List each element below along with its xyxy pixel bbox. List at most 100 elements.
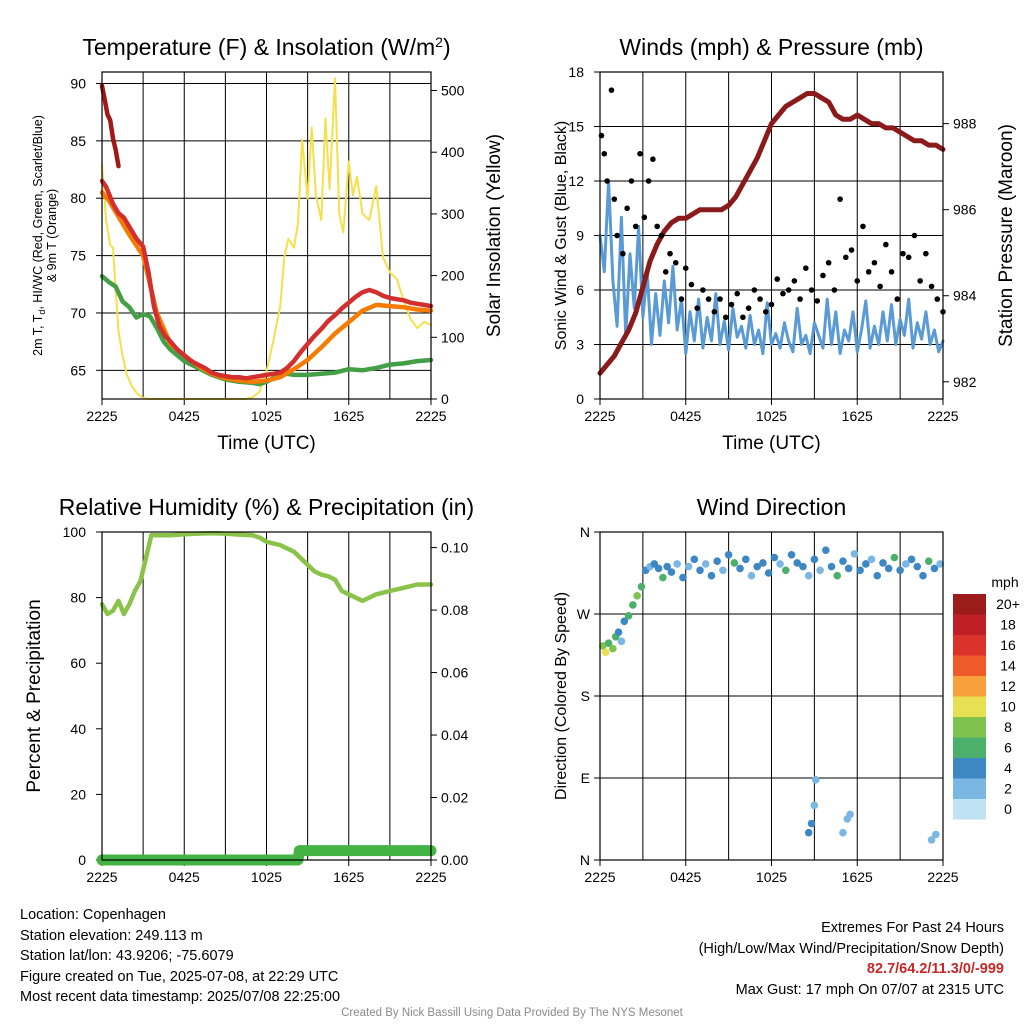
gust-point [894, 296, 901, 302]
series-station-pressure [597, 91, 946, 376]
y-tick-label-right: 0.10 [441, 540, 468, 556]
y-axis-label: 2m T, Td, HI/WC (Red, Green, Scarlet/Blu… [31, 115, 47, 356]
y-axis-label-right: Solar Insolation (Yellow) [484, 134, 505, 337]
y-tick-label: 60 [70, 655, 86, 671]
direction-point [930, 564, 939, 573]
direction-point [707, 571, 716, 580]
y-tick-label: E [581, 770, 590, 786]
direction-point [696, 566, 704, 575]
direction-point [804, 571, 813, 580]
y-tick-label: 80 [70, 590, 86, 606]
direction-point [730, 559, 739, 567]
direction-point [839, 828, 847, 837]
direction-point [913, 562, 922, 571]
y-tick-label: 0 [576, 391, 584, 407]
y-axis-label: Sonic Wind & Gust (Blue, Black) [553, 121, 570, 350]
gust-point [854, 278, 861, 284]
legend-swatch [953, 635, 986, 656]
gust-point [650, 156, 656, 162]
y-tick-label: 20 [70, 786, 86, 802]
gust-point [667, 250, 673, 257]
direction-point [896, 566, 904, 575]
extremes-info: Extremes For Past 24 Hours (High/Low/Max… [699, 918, 1004, 1000]
plot-border [101, 531, 432, 861]
direction-point [736, 564, 744, 573]
y-tick-label: 6 [576, 282, 584, 298]
direction-point [884, 564, 893, 573]
y-tick-label-right: 500 [441, 83, 465, 99]
panel-title: Temperature (F) & Insolation (W/m2) [82, 34, 450, 60]
direction-point [781, 566, 790, 575]
plot-border [599, 71, 944, 400]
y-tick-label: W [577, 606, 591, 622]
direction-point [604, 639, 613, 647]
direction-point [807, 819, 816, 828]
gust-point [740, 314, 746, 321]
gust-point [645, 178, 652, 184]
y-axis-label-line2: & 9m T (Orange) [45, 189, 59, 282]
direction-point [741, 555, 750, 564]
direction-point [822, 546, 830, 555]
station-latlon: Station lat/lon: 43.9206; -75.6079 [20, 948, 234, 964]
direction-point [812, 776, 820, 784]
panel-3 [101, 532, 432, 866]
station-info: Location: Copenhagen Station elevation: … [20, 905, 340, 1008]
gust-point [728, 301, 735, 308]
legend-swatch [953, 717, 986, 738]
direction-point [747, 571, 756, 580]
legend-swatch [953, 778, 986, 799]
x-tick-label: 1625 [333, 408, 364, 424]
x-tick-label: 1625 [333, 869, 364, 885]
x-tick-label: 2225 [86, 408, 117, 424]
legend-swatch [953, 758, 986, 779]
y-tick-label-right: 988 [953, 116, 977, 132]
y-tick-label: 90 [70, 75, 86, 91]
gust-point [934, 296, 941, 302]
direction-point [719, 566, 727, 575]
panel-4 [599, 532, 944, 866]
direction-point [753, 562, 762, 571]
gust-point [928, 283, 935, 290]
direction-point [620, 617, 629, 626]
direction-point [936, 560, 944, 568]
direction-point [663, 562, 671, 571]
direction-point [659, 573, 667, 582]
direction-point [724, 550, 733, 559]
y-tick-label-right: 400 [441, 144, 465, 160]
direction-point [629, 601, 637, 609]
direction-point [713, 557, 721, 565]
y-axis-label: Direction (Colored By Speed) [553, 592, 570, 800]
y-tick-label-right: 0.02 [441, 790, 468, 806]
gust-point [682, 265, 689, 272]
x-tick-label: 2225 [927, 408, 958, 424]
y-axis-label-part: d [37, 310, 47, 315]
legend-label: 4 [1004, 760, 1012, 776]
x-tick-label: 1625 [842, 869, 873, 885]
speed-legend [953, 594, 986, 820]
x-tick-label: 0425 [670, 869, 701, 885]
gust-point [700, 287, 706, 293]
y-tick-label: 65 [70, 362, 86, 378]
y-tick-label: 85 [70, 133, 86, 149]
y-tick-label: N [580, 524, 590, 540]
x-tick-label: 1025 [251, 408, 282, 424]
gust-point [780, 290, 786, 297]
gust-point [797, 296, 803, 302]
series-sonic-wind [598, 179, 945, 356]
direction-point [690, 555, 699, 564]
gust-point [717, 296, 723, 302]
gust-point [831, 287, 838, 293]
legend-swatch [953, 676, 986, 697]
title-superscript: 2 [435, 34, 443, 50]
legend-label: 20+ [996, 596, 1020, 612]
y-tick-label: S [581, 688, 590, 704]
gust-point [628, 178, 635, 184]
gust-point [803, 265, 809, 272]
y-tick-label-right: 0.08 [441, 602, 468, 618]
gust-point [624, 205, 630, 212]
gust-point [711, 309, 718, 315]
y-tick-label-right: 986 [953, 202, 977, 218]
direction-point [827, 562, 836, 571]
legend-label: 16 [1000, 637, 1016, 653]
